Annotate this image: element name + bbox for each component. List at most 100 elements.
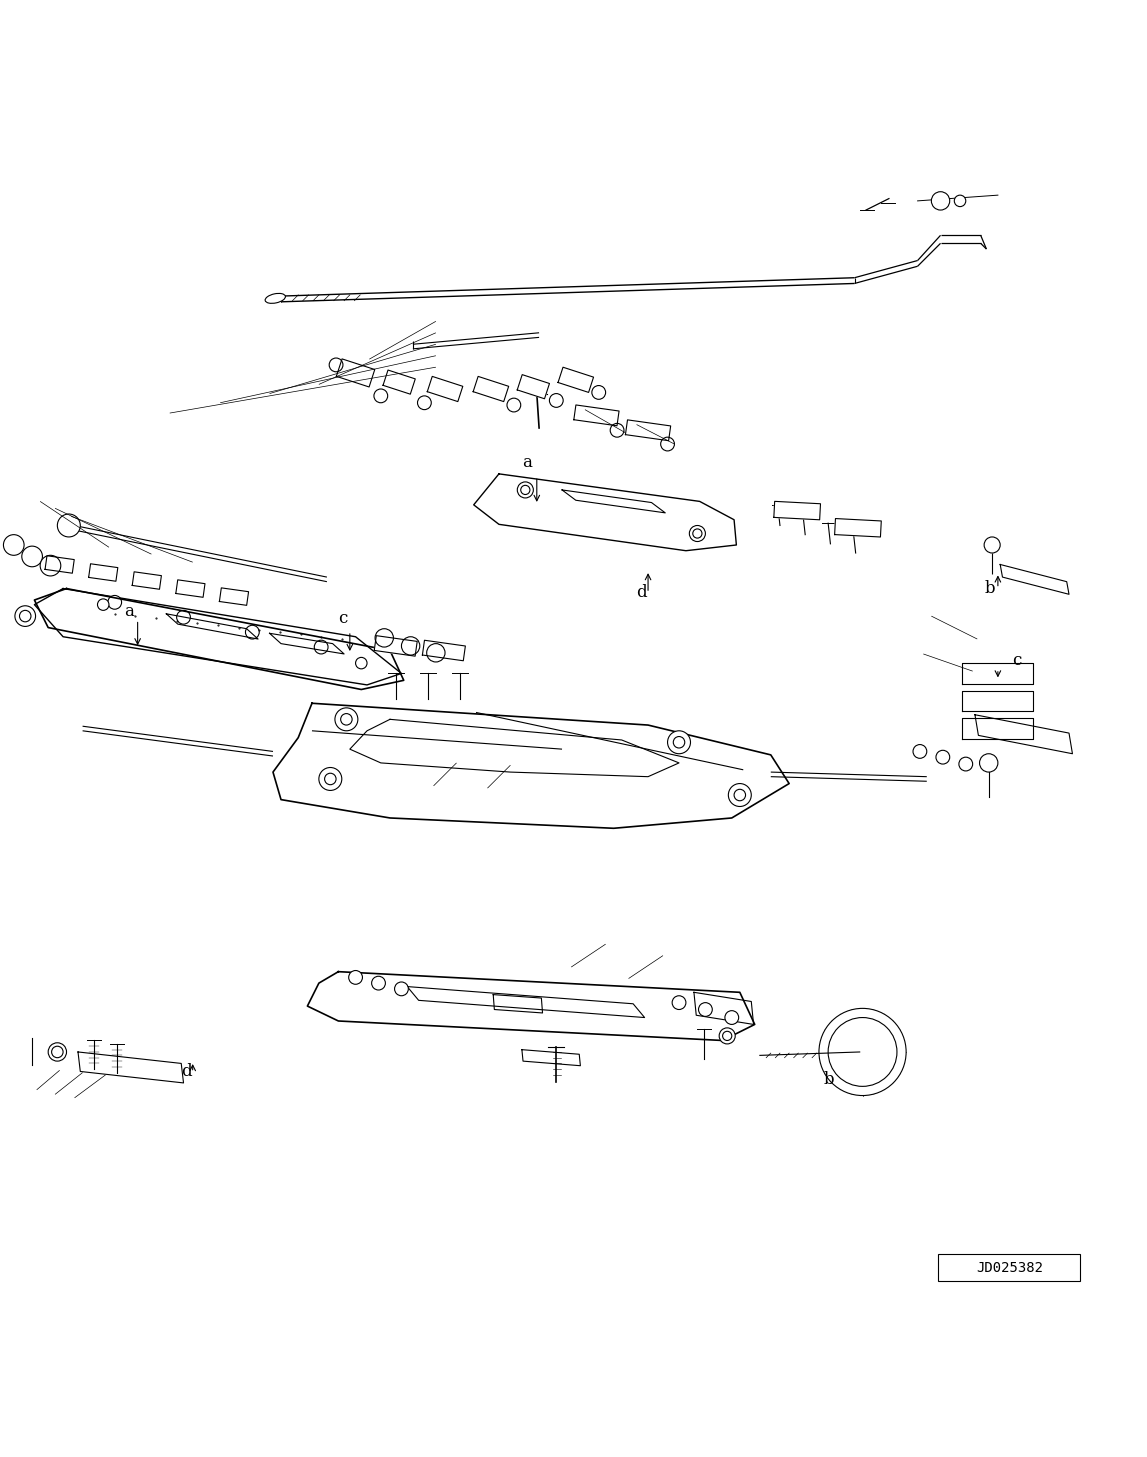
Polygon shape [428,376,462,402]
Circle shape [610,424,624,437]
Polygon shape [88,564,118,581]
Circle shape [375,629,393,647]
Circle shape [325,774,336,785]
Circle shape [57,514,80,538]
Polygon shape [694,992,754,1024]
Circle shape [341,714,352,726]
Circle shape [335,708,358,731]
Circle shape [372,976,385,989]
Circle shape [177,610,190,624]
Circle shape [980,753,998,772]
Polygon shape [962,663,1033,683]
Polygon shape [78,1052,184,1083]
Polygon shape [975,715,1072,753]
Circle shape [661,437,674,450]
Circle shape [40,555,61,576]
Circle shape [549,393,563,408]
Circle shape [401,637,420,656]
Circle shape [984,538,1000,554]
Circle shape [418,396,431,409]
Bar [938,1254,1080,1281]
Circle shape [379,632,390,644]
Circle shape [430,647,442,659]
Circle shape [728,784,751,807]
Circle shape [723,1032,732,1040]
Circle shape [931,192,950,210]
Circle shape [517,482,533,498]
Circle shape [7,538,21,552]
Circle shape [3,535,24,555]
Circle shape [734,790,746,801]
Circle shape [405,640,416,651]
Polygon shape [34,589,401,685]
Polygon shape [422,640,466,661]
Circle shape [689,526,705,542]
Circle shape [395,982,408,995]
Circle shape [936,750,950,763]
Circle shape [97,599,109,610]
Circle shape [954,195,966,207]
Circle shape [319,768,342,791]
Polygon shape [383,370,415,395]
Ellipse shape [265,293,286,303]
Polygon shape [962,718,1033,739]
Polygon shape [175,580,205,597]
Polygon shape [574,405,619,425]
Circle shape [521,485,530,494]
Polygon shape [625,420,671,440]
Text: b: b [984,580,994,597]
Circle shape [507,398,521,412]
Circle shape [427,644,445,661]
Circle shape [15,606,36,627]
Text: d: d [637,584,647,600]
Polygon shape [835,519,881,538]
Circle shape [48,1043,67,1061]
Polygon shape [132,571,162,589]
Polygon shape [374,635,418,656]
Polygon shape [517,374,549,399]
Circle shape [693,529,702,538]
Circle shape [913,745,927,758]
Circle shape [819,1008,906,1096]
Circle shape [25,549,39,564]
Circle shape [349,970,362,985]
Circle shape [672,995,686,1010]
Circle shape [959,758,973,771]
Circle shape [725,1011,739,1024]
Circle shape [19,610,31,622]
Text: d: d [181,1064,192,1080]
Polygon shape [1000,564,1069,594]
Circle shape [22,546,42,567]
Text: a: a [124,603,134,621]
Polygon shape [962,691,1033,711]
Circle shape [44,558,57,573]
Circle shape [329,358,343,372]
Circle shape [108,596,122,609]
Circle shape [314,640,328,654]
Circle shape [52,1046,63,1058]
Polygon shape [336,358,375,388]
Circle shape [673,737,685,747]
Circle shape [592,386,606,399]
Circle shape [245,625,259,640]
Text: JD025382: JD025382 [976,1260,1043,1275]
Circle shape [719,1027,735,1043]
Circle shape [699,1002,712,1017]
Text: c: c [1012,653,1021,669]
Polygon shape [219,587,249,605]
Circle shape [356,657,367,669]
Polygon shape [273,704,789,828]
Circle shape [668,731,690,753]
Polygon shape [307,972,755,1040]
Polygon shape [474,474,736,551]
Text: b: b [824,1071,834,1088]
Polygon shape [774,501,820,520]
Circle shape [828,1017,897,1087]
Polygon shape [474,376,508,402]
Circle shape [374,389,388,402]
Text: c: c [338,610,348,627]
Polygon shape [559,367,593,392]
Polygon shape [34,589,404,689]
Polygon shape [45,555,75,573]
Text: a: a [522,455,532,471]
